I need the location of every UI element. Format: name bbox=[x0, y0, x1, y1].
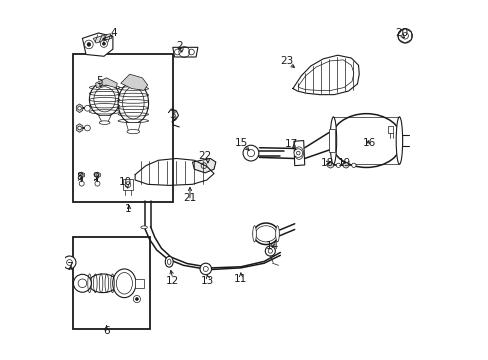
Text: 5: 5 bbox=[96, 76, 102, 86]
Ellipse shape bbox=[253, 223, 278, 244]
Polygon shape bbox=[94, 172, 100, 178]
Circle shape bbox=[78, 107, 81, 110]
Text: 10: 10 bbox=[119, 177, 132, 187]
Text: 12: 12 bbox=[165, 276, 178, 286]
Circle shape bbox=[397, 29, 411, 43]
Circle shape bbox=[80, 174, 83, 176]
Ellipse shape bbox=[165, 256, 173, 267]
Bar bbox=[122, 179, 133, 190]
Ellipse shape bbox=[141, 226, 147, 229]
Text: 7: 7 bbox=[66, 262, 73, 272]
Ellipse shape bbox=[127, 130, 139, 134]
Circle shape bbox=[351, 163, 355, 167]
Circle shape bbox=[133, 296, 140, 303]
Ellipse shape bbox=[94, 87, 115, 112]
Text: 20: 20 bbox=[394, 28, 407, 38]
Text: 18: 18 bbox=[320, 158, 333, 168]
Polygon shape bbox=[96, 78, 117, 88]
Text: 21: 21 bbox=[183, 193, 196, 203]
Circle shape bbox=[95, 181, 100, 186]
Circle shape bbox=[296, 151, 300, 155]
Ellipse shape bbox=[118, 82, 148, 123]
Ellipse shape bbox=[122, 87, 144, 119]
Text: 6: 6 bbox=[103, 326, 109, 336]
Text: 15: 15 bbox=[235, 139, 248, 148]
Text: 1: 1 bbox=[124, 204, 131, 214]
Polygon shape bbox=[343, 162, 348, 168]
Polygon shape bbox=[79, 172, 84, 178]
Bar bbox=[73, 237, 150, 329]
Circle shape bbox=[84, 125, 90, 131]
Circle shape bbox=[78, 279, 86, 288]
Circle shape bbox=[79, 181, 84, 186]
Polygon shape bbox=[82, 33, 113, 56]
Circle shape bbox=[84, 105, 90, 111]
Circle shape bbox=[243, 145, 258, 161]
Ellipse shape bbox=[329, 117, 336, 164]
Ellipse shape bbox=[395, 117, 402, 164]
Circle shape bbox=[100, 40, 107, 47]
Polygon shape bbox=[387, 126, 392, 134]
Ellipse shape bbox=[116, 273, 132, 294]
Circle shape bbox=[293, 149, 302, 157]
Ellipse shape bbox=[89, 82, 120, 116]
Circle shape bbox=[63, 256, 76, 269]
Circle shape bbox=[267, 249, 272, 253]
Circle shape bbox=[102, 42, 105, 45]
Circle shape bbox=[247, 149, 254, 157]
Text: 14: 14 bbox=[265, 241, 279, 251]
Polygon shape bbox=[76, 104, 82, 113]
Text: 22: 22 bbox=[198, 150, 211, 161]
Polygon shape bbox=[121, 74, 147, 90]
Ellipse shape bbox=[167, 259, 171, 265]
Polygon shape bbox=[93, 34, 112, 43]
Polygon shape bbox=[192, 158, 215, 173]
Polygon shape bbox=[76, 124, 82, 132]
Text: 4: 4 bbox=[110, 28, 117, 38]
Polygon shape bbox=[293, 140, 304, 166]
Text: 19: 19 bbox=[337, 158, 350, 168]
Text: 17: 17 bbox=[285, 139, 298, 149]
Text: 2: 2 bbox=[176, 41, 182, 50]
Ellipse shape bbox=[99, 121, 110, 125]
Ellipse shape bbox=[330, 114, 402, 167]
Text: 11: 11 bbox=[234, 274, 247, 284]
Ellipse shape bbox=[294, 147, 303, 159]
Ellipse shape bbox=[88, 274, 117, 293]
Circle shape bbox=[78, 126, 81, 130]
Circle shape bbox=[87, 42, 90, 46]
Ellipse shape bbox=[112, 269, 136, 298]
Polygon shape bbox=[99, 116, 111, 123]
Circle shape bbox=[200, 263, 211, 275]
Circle shape bbox=[73, 274, 91, 292]
Circle shape bbox=[336, 163, 340, 167]
Text: 23: 23 bbox=[280, 56, 293, 66]
Text: 13: 13 bbox=[201, 276, 214, 286]
Text: 8: 8 bbox=[76, 172, 82, 182]
Text: 9: 9 bbox=[92, 172, 99, 182]
Circle shape bbox=[401, 33, 407, 39]
Polygon shape bbox=[135, 279, 144, 288]
Polygon shape bbox=[327, 162, 333, 168]
Circle shape bbox=[265, 246, 275, 256]
Circle shape bbox=[135, 298, 138, 301]
Ellipse shape bbox=[275, 226, 279, 242]
Text: 16: 16 bbox=[362, 139, 375, 148]
Polygon shape bbox=[172, 47, 198, 57]
Text: 3: 3 bbox=[168, 110, 175, 120]
Ellipse shape bbox=[252, 226, 256, 242]
Circle shape bbox=[84, 40, 93, 49]
Bar bbox=[73, 54, 173, 202]
Polygon shape bbox=[126, 123, 140, 132]
Circle shape bbox=[96, 174, 99, 176]
Circle shape bbox=[66, 260, 72, 265]
Ellipse shape bbox=[255, 226, 276, 242]
Polygon shape bbox=[328, 129, 334, 152]
Circle shape bbox=[203, 266, 208, 271]
